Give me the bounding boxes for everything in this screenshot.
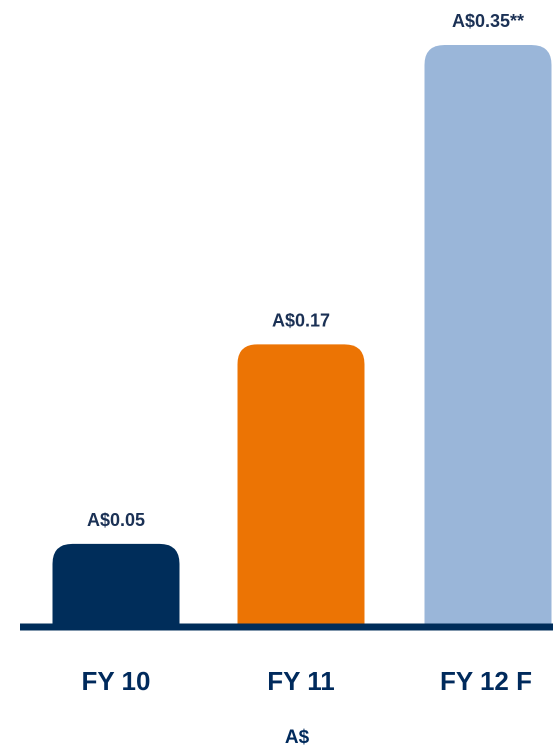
bars-group bbox=[52, 45, 552, 627]
category-label-fy12f: FY 12 F bbox=[440, 666, 532, 696]
value-label-fy12f: A$0.35** bbox=[452, 11, 524, 31]
value-label-fy10: A$0.05 bbox=[87, 510, 145, 530]
bar-fy12f bbox=[424, 45, 552, 627]
category-labels-group: FY 10 FY 11 FY 12 F bbox=[82, 666, 532, 696]
category-label-fy10: FY 10 bbox=[82, 666, 151, 696]
bar-fy11 bbox=[237, 344, 365, 627]
category-label-fy11: FY 11 bbox=[267, 666, 334, 696]
bar-fy10 bbox=[52, 543, 180, 627]
value-label-fy11: A$0.17 bbox=[272, 310, 330, 330]
value-labels-group: A$0.05 A$0.17 A$0.35** bbox=[87, 11, 524, 530]
x-axis-unit-label: A$ bbox=[285, 727, 310, 748]
